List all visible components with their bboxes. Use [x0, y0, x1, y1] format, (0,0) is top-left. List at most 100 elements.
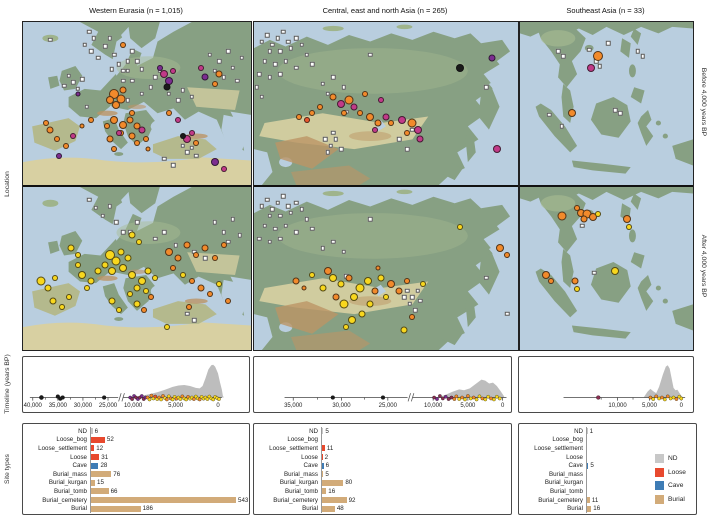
undated-site-marker [293, 65, 299, 70]
map-row-divider [254, 185, 518, 187]
undated-site-marker [635, 49, 640, 54]
bar [91, 436, 105, 443]
dated-site-marker [592, 51, 603, 62]
dated-site-marker [350, 103, 358, 111]
bar-category-label: Burial [302, 505, 318, 513]
dated-site-marker [337, 99, 346, 108]
dated-site-marker [309, 110, 316, 117]
bar-value-label: 6 [94, 427, 99, 435]
undated-site-marker [207, 52, 213, 57]
dated-site-marker [382, 113, 390, 121]
legend-swatch [655, 481, 664, 491]
dated-site-marker [456, 224, 463, 231]
undated-site-marker [410, 295, 415, 300]
undated-site-marker [299, 207, 304, 212]
dated-site-marker [340, 110, 347, 117]
undated-site-marker [415, 288, 420, 294]
bar-row: Loose_settlement 11 [254, 444, 511, 453]
map-southeast-asia-after [520, 186, 693, 350]
timeline-tick-label: 10,000 [608, 403, 627, 409]
bar-axis-line [586, 487, 587, 496]
dated-site-marker [63, 142, 70, 149]
bar [587, 428, 588, 435]
undated-site-marker [320, 81, 325, 87]
map-southeast-asia-before [520, 22, 693, 185]
undated-site-marker [272, 62, 278, 67]
bar-value-label: 48 [336, 505, 344, 513]
dated-site-marker [119, 120, 128, 129]
dated-site-marker [625, 224, 632, 231]
axis-break-slash [121, 393, 125, 402]
axis-break-slash [407, 393, 411, 402]
dated-site-marker [413, 125, 422, 134]
timeline-sample-point [662, 397, 667, 402]
bar-axis-line [90, 469, 91, 479]
dated-site-marker [111, 146, 118, 153]
legend-swatch [655, 454, 664, 464]
legend-swatch [655, 494, 664, 504]
site-types-chart-southeast-asia: ND Loose Cave Burial ND 1 Loose_bog Loose_sett… [518, 423, 697, 515]
dated-site-marker [165, 110, 172, 117]
dated-site-marker [344, 95, 354, 105]
bar-row: Loose_bog 52 [23, 435, 249, 445]
legend: ND Loose Cave Burial [655, 452, 686, 506]
bar-axis-line [586, 504, 587, 513]
dated-site-marker [350, 293, 359, 302]
bar-category-label: Burial_cemetery [273, 496, 318, 504]
dated-site-marker [70, 133, 77, 140]
panel-title-central-east-north-asia: Central, east and north Asia (n = 265) [322, 6, 448, 15]
dated-site-marker [83, 284, 90, 291]
timeline-sample-point [159, 397, 163, 402]
bar [91, 445, 95, 452]
dated-site-marker [134, 139, 140, 146]
bar-category-label: Burial [567, 505, 583, 513]
dated-site-marker [67, 244, 75, 252]
dated-site-marker [388, 120, 395, 127]
dated-site-marker [44, 284, 52, 292]
bar-value-label: 76 [113, 470, 121, 478]
bar-axis-line [90, 504, 91, 513]
timeline-sample-point [497, 396, 502, 401]
dated-site-marker [174, 254, 182, 262]
axis-break-gap [118, 394, 123, 402]
undated-site-marker [116, 62, 121, 67]
undated-site-marker [121, 78, 126, 83]
dated-site-marker [345, 274, 353, 282]
timeline-tick-label: 35,000 [49, 403, 68, 409]
bar-value-label: 186 [142, 505, 153, 513]
dated-site-marker [188, 129, 195, 136]
dated-site-marker [119, 264, 128, 272]
timeline-sample-point [492, 397, 496, 402]
dated-site-marker [594, 211, 601, 218]
bar-category-label: Loose_bog [552, 436, 583, 444]
dated-site-marker [541, 270, 550, 279]
undated-site-marker [272, 226, 278, 232]
timeline-sample-point [178, 397, 183, 401]
undated-site-marker [225, 49, 231, 54]
undated-site-marker [288, 210, 294, 215]
dated-site-marker [140, 307, 147, 314]
timeline-sample-point [380, 395, 386, 400]
dated-site-marker [128, 231, 136, 239]
timeline-sample-point [153, 394, 158, 399]
undated-site-marker [121, 229, 126, 235]
bar [322, 505, 335, 512]
bar-category-label: Burial_cemetery [538, 496, 583, 504]
timeline-panel-central-east-north-asia: 35,000 30,000 25,000 10,000 5,000 0 [253, 356, 512, 413]
dated-site-marker [197, 64, 204, 71]
dated-site-marker [112, 101, 121, 110]
dated-site-marker [197, 284, 205, 292]
undated-site-marker [559, 124, 564, 129]
undated-site-marker [592, 270, 597, 276]
bar-category-label: Loose [566, 453, 583, 461]
bar [91, 497, 236, 504]
dated-site-marker [49, 297, 57, 305]
timeline-sample-point [674, 397, 679, 401]
undated-site-marker [612, 107, 618, 113]
dated-site-marker [78, 270, 87, 279]
dated-site-marker [301, 285, 307, 291]
undated-site-marker [225, 239, 231, 245]
dated-site-marker [400, 326, 408, 334]
undated-site-marker [286, 39, 291, 44]
undated-site-marker [107, 203, 112, 209]
